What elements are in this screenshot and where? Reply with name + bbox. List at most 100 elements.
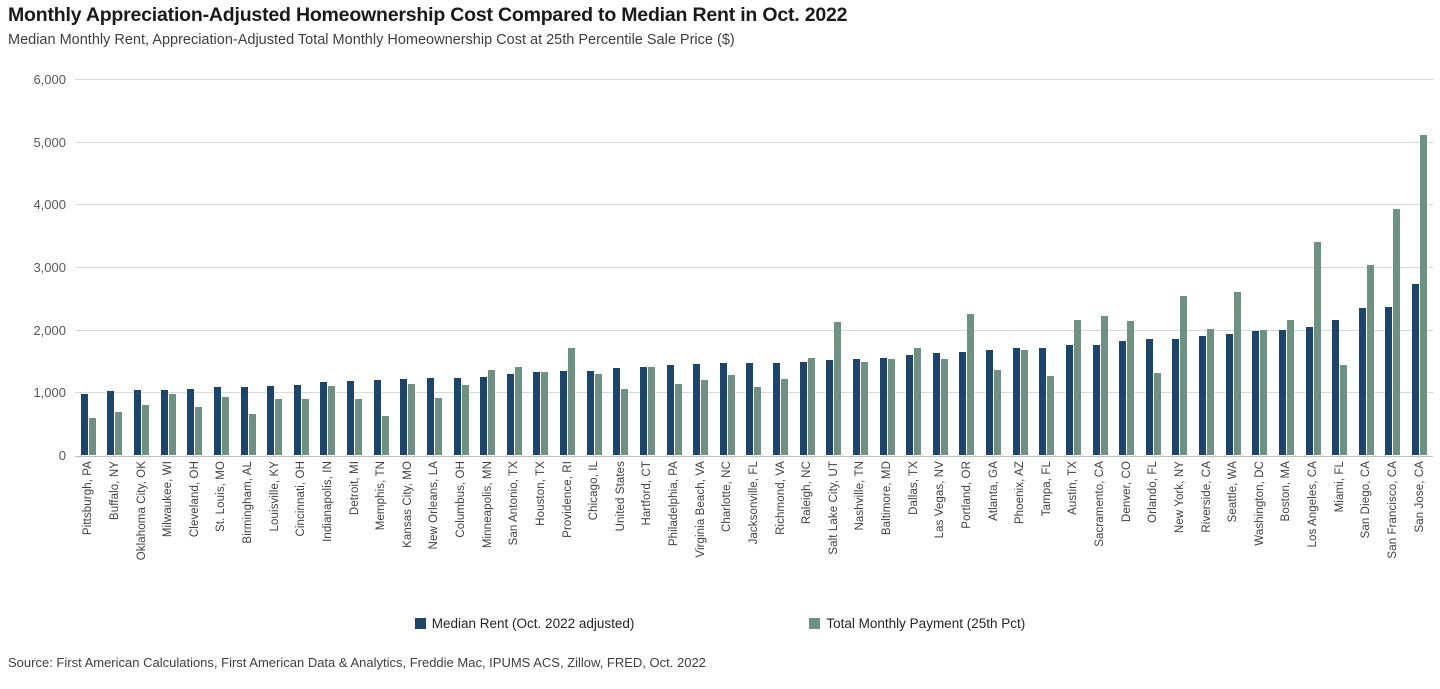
- bar-group: [821, 80, 848, 455]
- x-axis-label: Richmond, VA: [774, 461, 787, 535]
- bar-group: [1220, 80, 1247, 455]
- bar-group: [315, 80, 342, 455]
- bar-group: [421, 80, 448, 455]
- x-axis-label: Washington, DC: [1253, 461, 1266, 546]
- total-payment-bar: [1393, 209, 1401, 455]
- x-axis-label-cell: Kansas City, MO: [395, 461, 422, 613]
- x-axis-label-cell: Jacksonville, FL: [741, 461, 768, 613]
- x-axis-label: Miami, FL: [1333, 461, 1346, 513]
- bar-group: [1380, 80, 1407, 455]
- median-rent-bar: [400, 378, 408, 455]
- median-rent-bar: [80, 393, 88, 455]
- total-payment-bar: [568, 348, 576, 455]
- x-axis-label-cell: Minneapolis, MN: [474, 461, 501, 613]
- total-payment-bar: [834, 322, 842, 455]
- x-axis-label: San Antonio, TX: [508, 461, 521, 546]
- x-axis-label: Denver, CO: [1120, 461, 1133, 523]
- bar-group: [554, 80, 581, 455]
- x-axis-label-cell: Chicago, IL: [581, 461, 608, 613]
- total-payment-bar: [1127, 321, 1135, 455]
- x-axis-label: Tampa, FL: [1040, 461, 1053, 517]
- x-axis-label-cell: Buffalo, NY: [102, 461, 129, 613]
- median-rent-bar: [1412, 283, 1420, 455]
- x-axis-label: Riverside, CA: [1200, 461, 1213, 533]
- bar-group: [368, 80, 395, 455]
- x-axis-label-cell: Detroit, MI: [341, 461, 368, 613]
- median-rent-bar: [852, 359, 860, 455]
- median-rent-bar: [906, 354, 914, 455]
- x-axis-label-cell: New York, NY: [1167, 461, 1194, 613]
- x-axis-label-cell: Richmond, VA: [767, 461, 794, 613]
- gridline: [75, 204, 1433, 206]
- median-rent-bar: [267, 386, 275, 455]
- x-axis-label-cell: Denver, CO: [1113, 461, 1140, 613]
- median-rent-bar: [187, 388, 195, 455]
- total-payment-bar: [1073, 319, 1081, 455]
- bar-group: [661, 80, 688, 455]
- x-axis-label-cell: Memphis, TN: [368, 461, 395, 613]
- x-axis-label-cell: Boston, MA: [1273, 461, 1300, 613]
- x-axis-label-cell: Baltimore, MD: [874, 461, 901, 613]
- median-rent-bar: [693, 364, 701, 455]
- x-axis-label-cell: Cincinnati, OH: [288, 461, 315, 613]
- legend-item-median-rent: Median Rent (Oct. 2022 adjusted): [414, 616, 635, 631]
- bar-group: [1007, 80, 1034, 455]
- y-axis-tick-label: 0: [58, 448, 66, 463]
- bar-group: [980, 80, 1007, 455]
- median-rent-bar: [1358, 308, 1366, 455]
- legend-item-total-payment: Total Monthly Payment (25th Pct): [809, 616, 1025, 631]
- x-axis-label-cell: Seattle, WA: [1220, 461, 1247, 613]
- x-axis-label: Las Vegas, NV: [934, 461, 947, 539]
- total-payment-bar: [621, 388, 629, 455]
- bar-group: [448, 80, 475, 455]
- x-axis-label: Minneapolis, MN: [481, 461, 494, 549]
- median-rent-bar: [666, 365, 674, 455]
- median-rent-bar: [1119, 341, 1127, 455]
- bar-group: [1406, 80, 1433, 455]
- x-axis-label-cell: Portland, OR: [954, 461, 981, 613]
- x-axis-label-cell: Salt Lake City, UT: [821, 461, 848, 613]
- total-payment-bar: [301, 398, 309, 455]
- bar-group: [927, 80, 954, 455]
- bar-group: [474, 80, 501, 455]
- median-rent-bar: [639, 367, 647, 455]
- total-payment-bar: [168, 394, 176, 455]
- x-axis-label-cell: Los Angeles, CA: [1300, 461, 1327, 613]
- x-axis-label-cell: Cleveland, OH: [182, 461, 209, 613]
- x-axis-label-cell: San Antonio, TX: [501, 461, 528, 613]
- x-axis-label: Nashville, TN: [854, 461, 867, 531]
- median-rent-bar: [1145, 339, 1153, 455]
- bar-group: [208, 80, 235, 455]
- x-axis-label-cell: St. Louis, MO: [208, 461, 235, 613]
- median-rent-bar: [586, 370, 594, 455]
- legend-label-median-rent: Median Rent (Oct. 2022 adjusted): [431, 616, 635, 631]
- legend-label-total-payment: Total Monthly Payment (25th Pct): [826, 616, 1026, 631]
- x-axis-label: Baltimore, MD: [881, 461, 894, 536]
- x-axis-label: Providence, RI: [561, 461, 574, 538]
- x-axis-label-cell: Philadelphia, PA: [661, 461, 688, 613]
- x-axis-label-cell: Sacramento, CA: [1087, 461, 1114, 613]
- x-axis-label: San Francisco, CA: [1386, 461, 1399, 559]
- median-rent-bar: [1305, 326, 1313, 455]
- chart-legend: Median Rent (Oct. 2022 adjusted) Total M…: [0, 616, 1440, 631]
- bar-group: [155, 80, 182, 455]
- median-rent-bar: [426, 378, 434, 455]
- bar-group: [1113, 80, 1140, 455]
- median-rent-bar: [1039, 347, 1047, 455]
- median-rent-bar: [879, 357, 887, 455]
- x-axis-label: Boston, MA: [1280, 461, 1293, 522]
- x-axis-label: United States: [614, 461, 627, 532]
- x-axis-label: Phoenix, AZ: [1014, 461, 1027, 525]
- median-rent-bar: [613, 367, 621, 455]
- total-payment-bar: [754, 387, 762, 455]
- total-payment-bar: [221, 396, 229, 455]
- x-axis-label: Salt Lake City, UT: [827, 461, 840, 555]
- median-rent-bar: [506, 373, 514, 455]
- bar-group: [128, 80, 155, 455]
- x-axis-label: Detroit, MI: [348, 461, 361, 516]
- median-rent-bar: [160, 389, 168, 455]
- gridline: [75, 141, 1433, 143]
- bar-group: [1140, 80, 1167, 455]
- total-payment-bar: [381, 416, 389, 455]
- total-payment-bar: [408, 384, 416, 455]
